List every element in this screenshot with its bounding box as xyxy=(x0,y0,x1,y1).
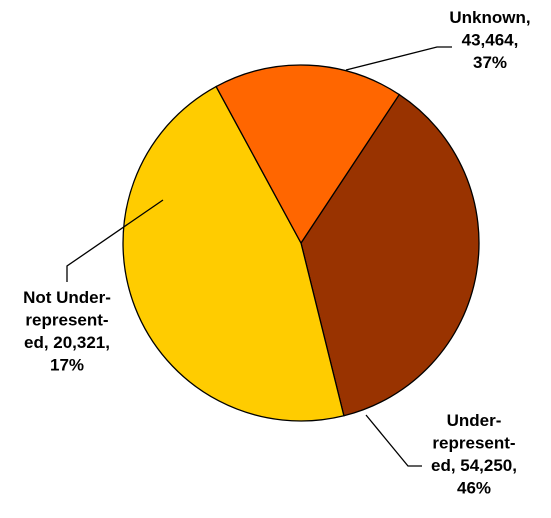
data-label-line: ed, 54,250, xyxy=(431,456,517,475)
data-label-unknown: Unknown, 43,464, 37% xyxy=(449,8,530,72)
pie-slice-under-represented xyxy=(122,85,345,422)
leader-line-not-under-represented xyxy=(66,199,164,282)
data-label-not-under-represented: Not Under-represent-ed, 20,321, 17% xyxy=(23,288,111,375)
data-label-line: represent- xyxy=(25,311,108,330)
data-label-under-represented: Under-represent-ed, 54,250, 46% xyxy=(431,411,517,498)
data-label-line: 37% xyxy=(473,53,507,72)
pie-slice-not-under-represented xyxy=(215,64,401,245)
data-label-line: Unknown, xyxy=(449,8,530,27)
data-label-line: 43,464, xyxy=(462,31,519,50)
leader-line-under-represented xyxy=(365,414,422,467)
data-label-line: ed, 20,321, xyxy=(24,333,110,352)
data-label-line: 17% xyxy=(50,356,84,375)
data-label-line: Under- xyxy=(447,411,502,430)
pie-slice-unknown xyxy=(300,93,480,417)
leader-line-unknown xyxy=(345,46,452,71)
data-label-line: Not Under- xyxy=(23,288,111,307)
data-label-line: 46% xyxy=(457,479,491,498)
data-label-line: represent- xyxy=(432,434,515,453)
